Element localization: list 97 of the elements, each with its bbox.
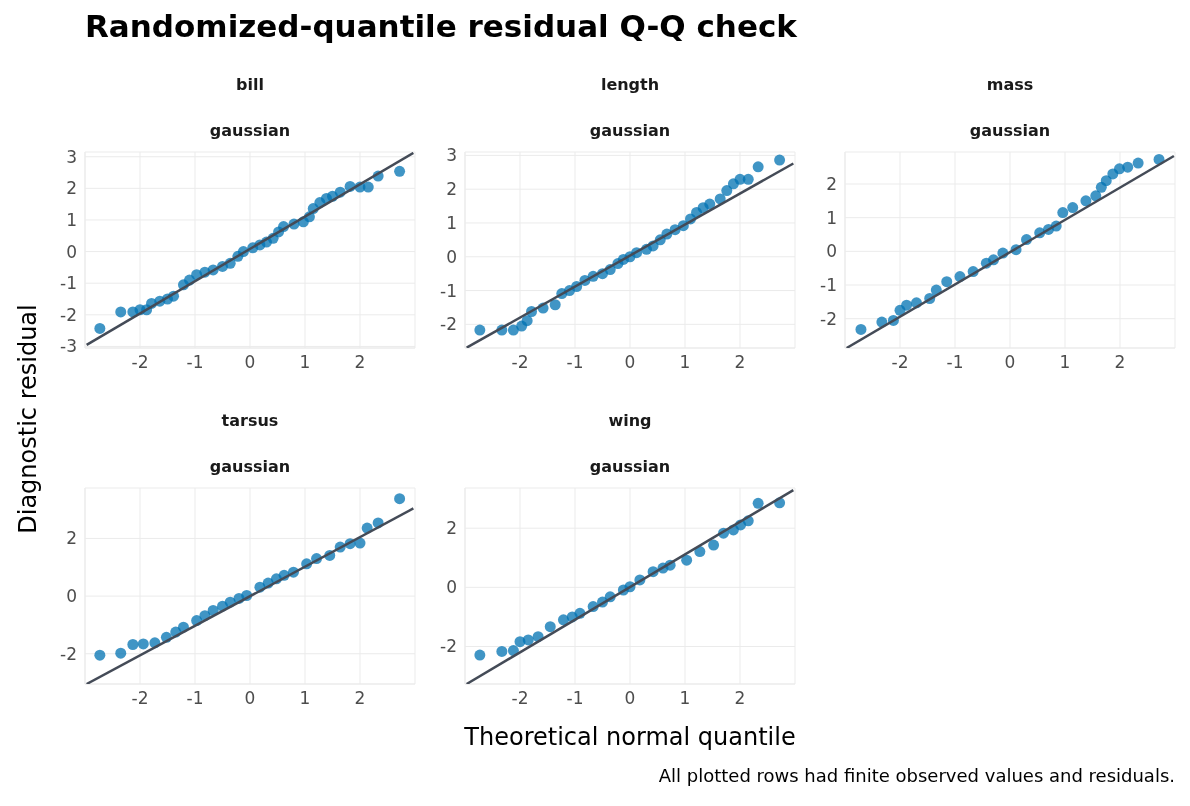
text: Randomized-quantile residual Q-Q check <box>85 8 797 44</box>
point <box>1100 175 1112 187</box>
chart-subtitle: gaussian <box>588 120 672 142</box>
chart-subtitle: gaussian <box>208 456 292 478</box>
point <box>1122 161 1134 173</box>
x-tick-label: -2 <box>131 352 149 373</box>
point <box>549 299 561 311</box>
point <box>394 165 406 177</box>
y-tick-label: 0 <box>66 586 77 607</box>
point <box>474 324 486 336</box>
point <box>394 493 406 505</box>
x-tick-label: -2 <box>891 352 909 373</box>
x-tick-label: 1 <box>299 688 311 709</box>
y-tick-label: 0 <box>66 241 77 262</box>
y-tick-label: -1 <box>60 273 77 294</box>
point <box>901 299 913 311</box>
x-tick-label: 0 <box>244 352 256 373</box>
point <box>474 649 486 661</box>
y-tick-label: 1 <box>826 207 837 228</box>
y-tick-label: 0 <box>446 246 457 267</box>
text: Diagnostic residual <box>14 303 42 536</box>
x-tick-label: 0 <box>624 352 636 373</box>
point <box>544 621 556 633</box>
x-tick-label: 2 <box>354 688 366 709</box>
x-tick-label: -2 <box>131 688 149 709</box>
y-tick-label: 3 <box>446 145 457 166</box>
y-tick-label: 2 <box>66 178 77 199</box>
x-tick-label: -1 <box>566 688 584 709</box>
point <box>1057 207 1069 219</box>
point <box>362 181 374 193</box>
point <box>752 161 764 173</box>
x-tick-label: -2 <box>511 352 529 373</box>
x-tick-label: 2 <box>734 688 746 709</box>
point <box>752 497 764 509</box>
point <box>1080 195 1092 207</box>
x-tick-label: 2 <box>354 352 366 373</box>
x-tick-label: 1 <box>299 352 311 373</box>
x-tick-label: -1 <box>946 352 964 373</box>
chart-title: length <box>599 74 661 96</box>
chart-title: wing <box>607 410 653 432</box>
x-tick-label: 2 <box>1114 352 1126 373</box>
y-tick-label: -1 <box>820 275 837 296</box>
point <box>94 322 106 334</box>
x-tick-label: 0 <box>1004 352 1016 373</box>
y-tick-label: 3 <box>66 146 77 167</box>
point <box>522 634 534 646</box>
text: Theoretical normal quantile <box>463 723 797 751</box>
point <box>115 306 127 318</box>
chart-title: tarsus <box>220 410 280 432</box>
point <box>496 645 508 657</box>
point <box>521 315 533 327</box>
y-tick-label: 0 <box>826 241 837 262</box>
x-tick-label: 1 <box>679 352 691 373</box>
point <box>774 154 786 166</box>
y-tick-label: 1 <box>66 210 77 230</box>
y-tick-label: -1 <box>440 280 457 301</box>
x-tick-label: -1 <box>186 352 204 373</box>
point <box>127 639 139 651</box>
y-tick-label: -2 <box>820 308 837 329</box>
y-tick-label: 2 <box>446 518 457 539</box>
chart-title: mass <box>985 74 1035 96</box>
y-tick-label: -3 <box>60 336 77 357</box>
x-tick-label: 1 <box>679 688 691 709</box>
chart-title: bill <box>235 74 265 96</box>
y-tick-label: -2 <box>60 643 77 664</box>
y-tick-label: 2 <box>826 174 837 195</box>
point <box>1132 157 1144 169</box>
y-tick-label: -2 <box>440 636 457 657</box>
x-tick-label: 1 <box>1059 352 1071 373</box>
point <box>137 638 149 650</box>
point <box>708 539 720 551</box>
x-tick-label: -1 <box>566 352 584 373</box>
point <box>721 185 733 197</box>
x-tick-label: -1 <box>186 688 204 709</box>
point <box>1067 202 1079 214</box>
point <box>941 276 953 288</box>
y-tick-label: 2 <box>66 528 77 549</box>
point <box>94 649 106 661</box>
point <box>507 324 519 336</box>
x-tick-label: 0 <box>624 688 636 709</box>
chart-subtitle: gaussian <box>588 456 672 478</box>
point <box>704 198 716 210</box>
chart-subtitle: gaussian <box>208 120 292 142</box>
y-tick-label: -2 <box>440 314 457 335</box>
y-tick-label: -2 <box>60 304 77 325</box>
point <box>681 554 693 566</box>
point <box>115 647 127 659</box>
x-tick-label: 0 <box>244 688 256 709</box>
chart-subtitle: gaussian <box>968 120 1052 142</box>
x-tick-label: 2 <box>734 352 746 373</box>
point <box>855 323 867 335</box>
point <box>742 173 754 185</box>
x-tick-label: -2 <box>511 688 529 709</box>
y-tick-label: 0 <box>446 577 457 598</box>
y-tick-label: 1 <box>446 213 457 233</box>
y-tick-label: 2 <box>446 179 457 200</box>
text: All plotted rows had finite observed values and residuals. <box>658 765 1175 786</box>
